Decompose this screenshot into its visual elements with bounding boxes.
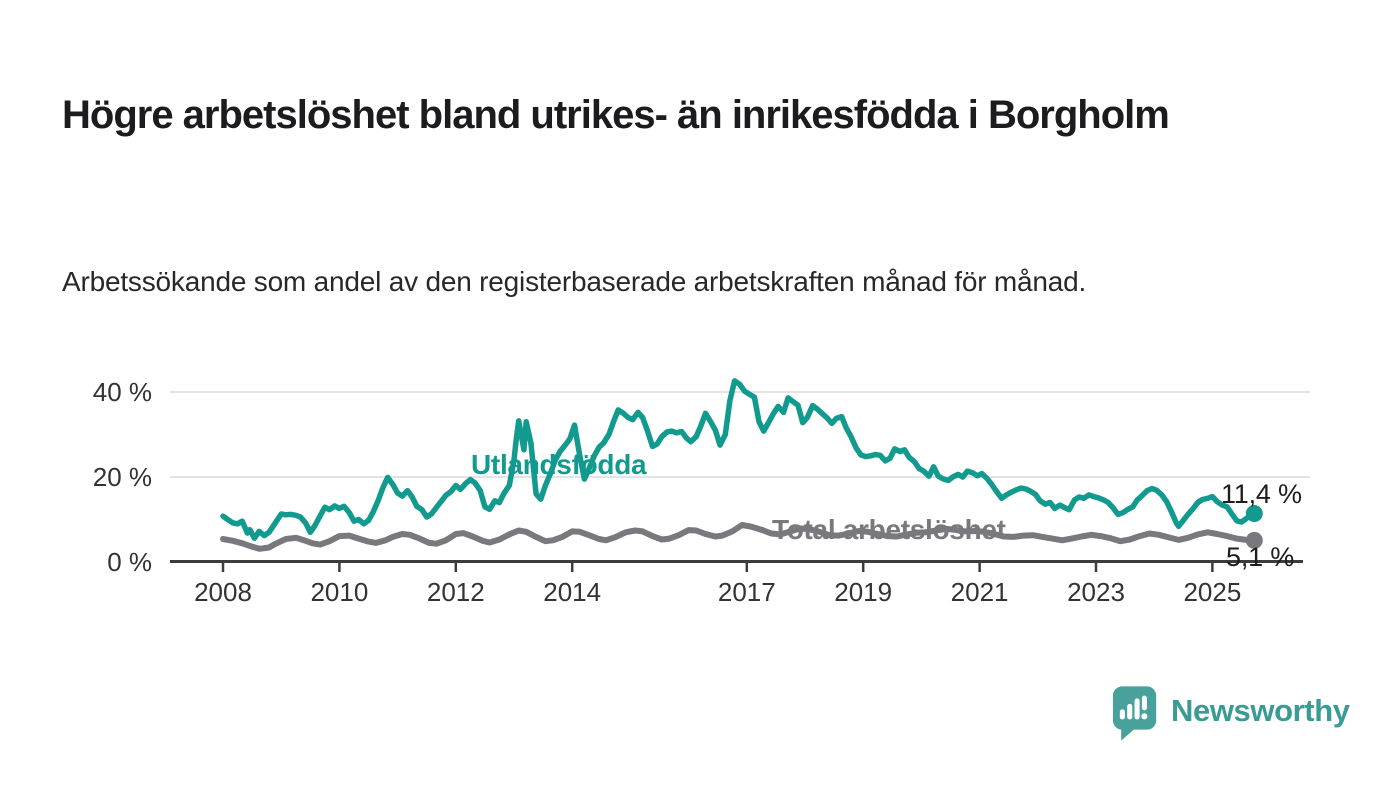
x-axis-tick-label: 2010 xyxy=(310,577,368,607)
y-axis-tick-label: 0 % xyxy=(107,547,152,577)
series-end-dot-utlandsfodda xyxy=(1245,505,1263,523)
x-axis-tick-label: 2025 xyxy=(1183,577,1241,607)
y-axis-tick-label: 40 % xyxy=(93,377,152,407)
x-axis-tick-label: 2008 xyxy=(194,577,252,607)
series-end-dot-total xyxy=(1245,531,1263,549)
series-label-utlandsfodda: Utlandsfödda xyxy=(471,449,647,480)
x-axis-tick-label: 2019 xyxy=(834,577,892,607)
page-title: Högre arbetslöshet bland utrikes- än inr… xyxy=(62,92,1170,137)
series-line-utlandsfodda xyxy=(220,378,1258,541)
newsworthy-bubble-chart-icon xyxy=(1112,686,1157,741)
x-axis-tick-label: 2012 xyxy=(427,577,485,607)
newsworthy-wordmark: Newsworthy xyxy=(1171,692,1350,728)
x-axis-tick-label: 2017 xyxy=(718,577,776,607)
x-axis-tick-label: 2021 xyxy=(951,577,1009,607)
end-value-label-utlandsfodda: 11,4 % xyxy=(1221,479,1302,509)
chart-subtitle: Arbetssökande som andel av den registerb… xyxy=(62,266,1087,297)
series-label-total-arbetsloshet: Total arbetslöshet xyxy=(772,514,1006,545)
x-axis-tick-label: 2023 xyxy=(1067,577,1125,607)
series-line-total xyxy=(220,522,1258,552)
y-axis-tick-label: 20 % xyxy=(93,462,152,492)
newsworthy-logo: Newsworthy xyxy=(1112,684,1350,744)
end-value-label-total: 5,1 % xyxy=(1226,542,1295,572)
x-axis-tick-label: 2014 xyxy=(543,577,601,607)
